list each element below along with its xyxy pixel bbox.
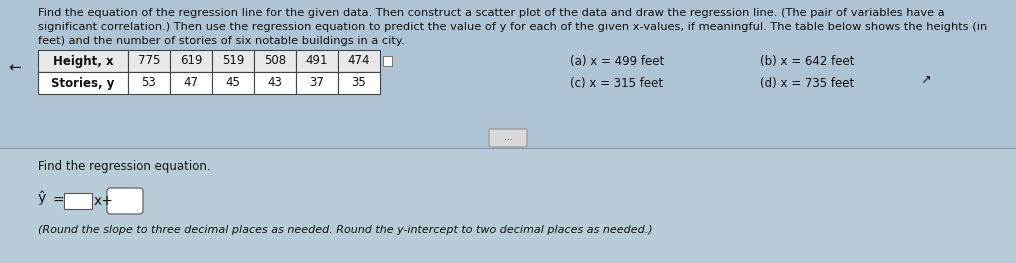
Bar [38, 50, 128, 72]
Text: ŷ: ŷ [38, 191, 47, 205]
Bar [212, 50, 254, 72]
Text: (b) x = 642 feet: (b) x = 642 feet [760, 55, 854, 68]
Text: Stories, y: Stories, y [52, 77, 115, 89]
FancyBboxPatch shape [489, 129, 527, 147]
FancyBboxPatch shape [107, 188, 143, 214]
Text: feet) and the number of stories of six notable buildings in a city.: feet) and the number of stories of six n… [38, 36, 404, 46]
Text: 491: 491 [306, 54, 328, 68]
Text: Find the regression equation.: Find the regression equation. [38, 160, 210, 173]
Text: ...: ... [504, 134, 512, 143]
Text: (a) x = 499 feet: (a) x = 499 feet [570, 55, 664, 68]
Text: Find the equation of the regression line for the given data. Then construct a sc: Find the equation of the regression line… [38, 8, 945, 18]
Bar [383, 56, 392, 66]
Bar [212, 72, 254, 94]
Text: ↗: ↗ [920, 73, 931, 87]
Text: Height, x: Height, x [53, 54, 114, 68]
Text: x+: x+ [94, 194, 114, 208]
Bar [254, 50, 296, 72]
Text: 474: 474 [347, 54, 370, 68]
Text: (d) x = 735 feet: (d) x = 735 feet [760, 77, 854, 90]
Text: 519: 519 [221, 54, 244, 68]
Text: 775: 775 [138, 54, 161, 68]
Text: 35: 35 [352, 77, 367, 89]
Bar [0, 148, 1016, 263]
Text: 47: 47 [184, 77, 198, 89]
Text: 43: 43 [267, 77, 282, 89]
Text: 53: 53 [141, 77, 156, 89]
Bar [170, 72, 212, 94]
Bar [338, 72, 380, 94]
Bar [296, 50, 338, 72]
Text: (c) x = 315 feet: (c) x = 315 feet [570, 77, 663, 90]
Text: 45: 45 [226, 77, 241, 89]
Text: (Round the slope to three decimal places as needed. Round the y-intercept to two: (Round the slope to three decimal places… [38, 225, 652, 235]
Bar [338, 50, 380, 72]
Bar [64, 193, 92, 209]
Bar [38, 72, 128, 94]
Text: ←: ← [8, 60, 20, 75]
Text: significant correlation.) Then use the regression equation to predict the value : significant correlation.) Then use the r… [38, 22, 988, 32]
Text: =: = [52, 194, 64, 208]
Bar [170, 50, 212, 72]
Bar [128, 50, 170, 72]
Text: 37: 37 [310, 77, 324, 89]
Bar [128, 72, 170, 94]
Text: 508: 508 [264, 54, 287, 68]
Text: 619: 619 [180, 54, 202, 68]
Bar [296, 72, 338, 94]
Bar [254, 72, 296, 94]
